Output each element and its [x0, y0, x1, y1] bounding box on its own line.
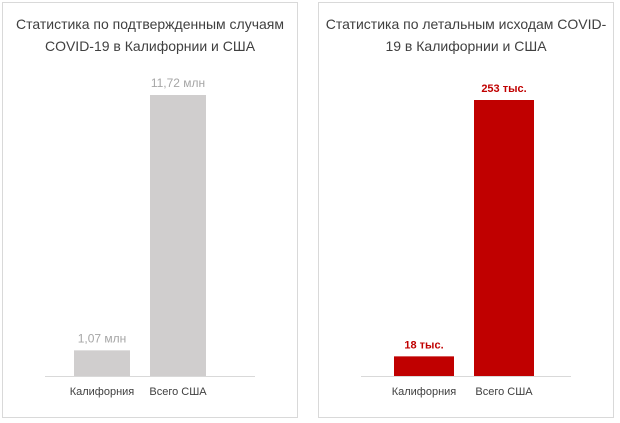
- confirmed-cases-bar-chart: 1,07 млн Калифорния 11,72 млн Всего США: [45, 76, 255, 398]
- category-label: Всего США: [475, 386, 533, 398]
- data-label: 11,72 млн: [151, 76, 205, 90]
- data-label: 18 тыс.: [404, 339, 443, 351]
- category-label: Всего США: [149, 386, 207, 398]
- data-label: 1,07 млн: [78, 331, 127, 345]
- bar-california: [74, 350, 130, 376]
- data-label: 253 тыс.: [481, 83, 526, 95]
- chart-panel-deaths: Статистика по летальным исходам COVID-19…: [318, 2, 614, 418]
- chart-title: Статистика по подтвержденным случаям COV…: [16, 16, 284, 54]
- bar-usa-total: [474, 100, 534, 376]
- category-label: Калифорния: [70, 386, 135, 398]
- bar-california: [394, 356, 454, 376]
- bar-usa-total: [150, 95, 206, 376]
- deaths-bar-chart: 18 тыс. Калифорния 253 тыс. Всего США: [361, 83, 571, 398]
- chart-title: Статистика по летальным исходам COVID-19…: [325, 16, 607, 54]
- category-label: Калифорния: [392, 386, 457, 398]
- chart-panel-confirmed-cases: Статистика по подтвержденным случаям COV…: [2, 2, 298, 418]
